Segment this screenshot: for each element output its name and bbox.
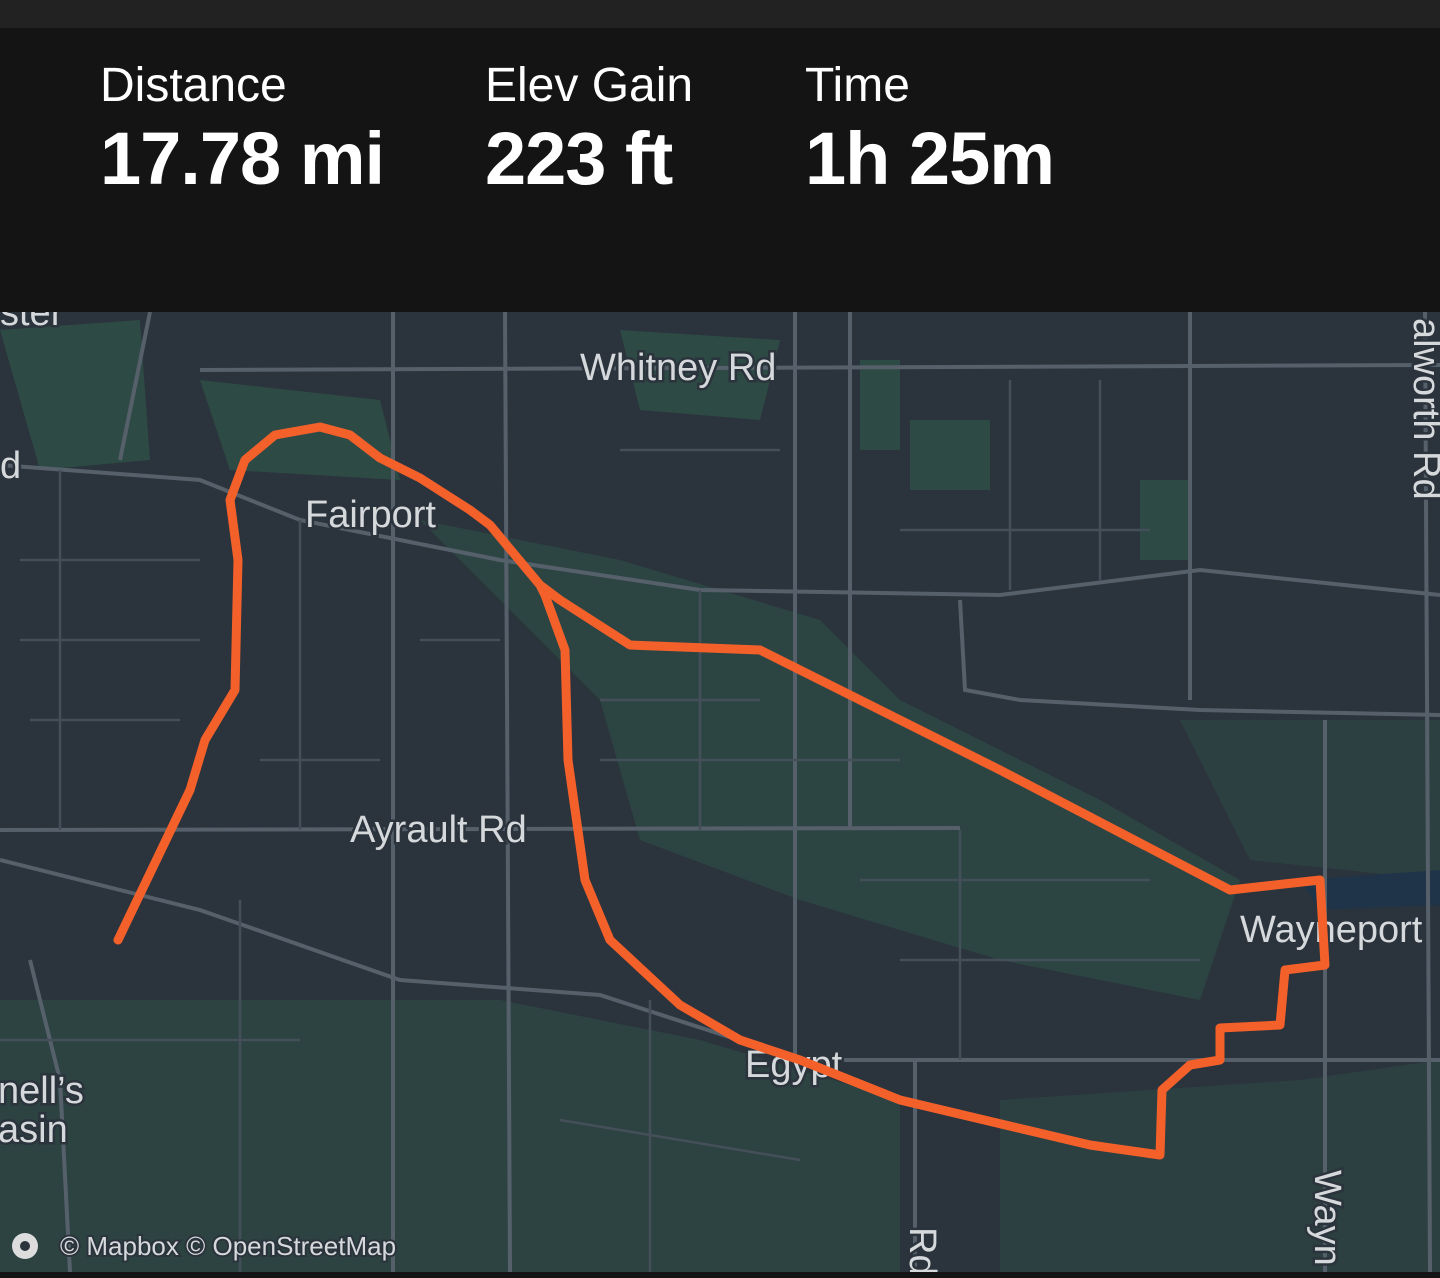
status-bar: [0, 0, 1440, 28]
bottom-edge: [0, 1272, 1440, 1278]
canal: [1300, 870, 1440, 910]
route: [113, 422, 1330, 1160]
map-label: Wayneport: [1240, 909, 1423, 951]
map[interactable]: ster Whitney Rd d Fairport Ayrault Rd Wa…: [0, 312, 1440, 1272]
map-label: Fairport: [305, 494, 436, 536]
stat: Elev Gain 223 ft: [485, 58, 693, 204]
roads: [0, 312, 1440, 1272]
mapbox-logo-inner: [20, 1241, 30, 1251]
stat-value: 1h 25m: [805, 117, 1055, 200]
stat: Distance 17.78 mi: [100, 58, 385, 204]
stats-header: Distance 17.78 mi Elev Gain 223 ft Time …: [0, 28, 1440, 312]
stat: Time 1h 25m: [805, 58, 1055, 204]
stat-label: Elev Gain: [485, 59, 694, 112]
map-label: nell’s: [0, 1070, 84, 1112]
map-label: ster: [0, 312, 64, 334]
stat-value: 223 ft: [485, 117, 673, 200]
map-label: Whitney Rd: [580, 347, 776, 389]
attribution[interactable]: © Mapbox © OpenStreetMap: [58, 1229, 398, 1263]
map-label: asin: [0, 1109, 68, 1151]
map-label: Wayn: [1306, 1170, 1348, 1266]
map-label: alworth Rd: [1405, 318, 1440, 500]
stat-label: Distance: [100, 59, 287, 112]
map-label: Ayrault Rd: [350, 809, 527, 851]
stat-label: Time: [805, 59, 910, 112]
stat-value: 17.78 mi: [100, 117, 385, 200]
map-label: Rd: [901, 1227, 943, 1272]
map-label: d: [0, 445, 21, 487]
